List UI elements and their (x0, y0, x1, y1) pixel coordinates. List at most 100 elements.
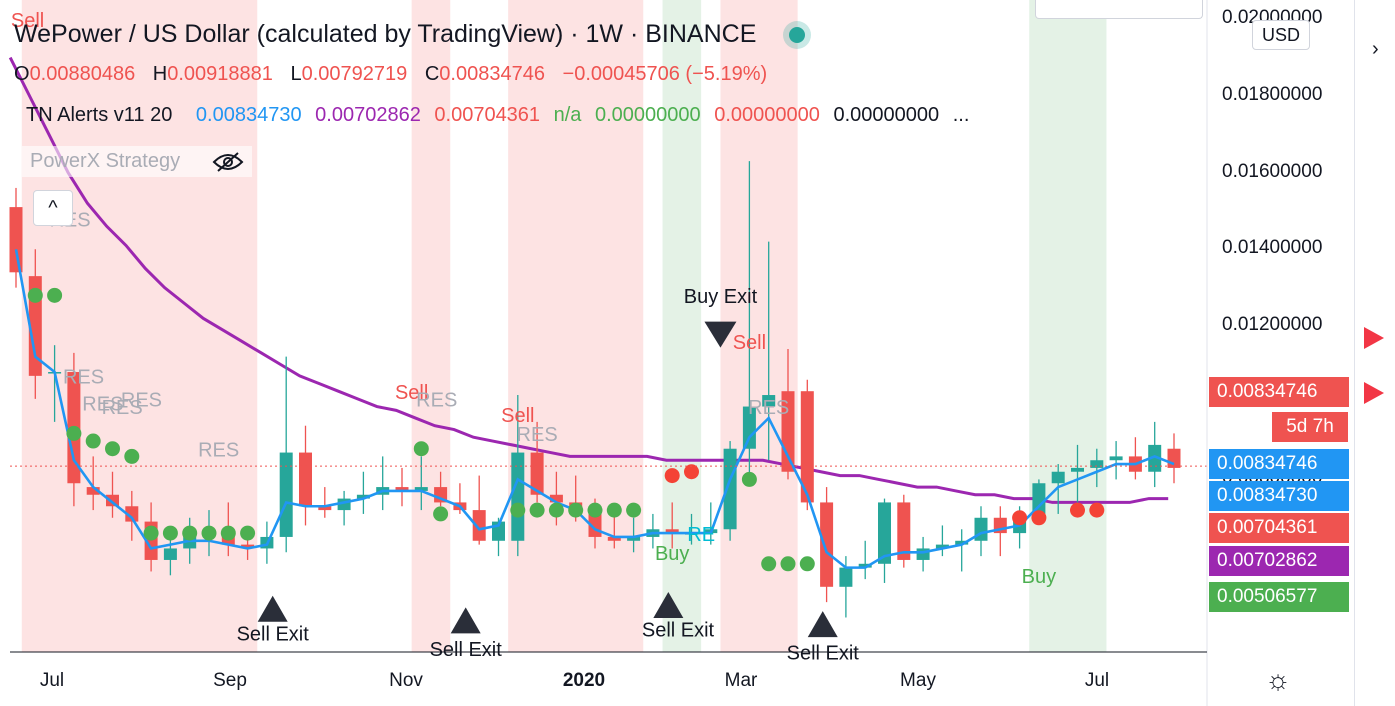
price-axis-label: 0.01600000 (1222, 160, 1323, 182)
candle-body (395, 487, 409, 491)
annotation-label: RES (121, 390, 162, 412)
annotation-label: RES (748, 397, 789, 419)
green-signal-dot (510, 502, 526, 518)
red-signal-dot (1070, 502, 1085, 518)
green-signal-dot (201, 525, 217, 541)
green-signal-dot (240, 525, 256, 541)
time-axis-label: Nov (389, 670, 423, 691)
up-triangle-marker (257, 595, 288, 622)
annotation-label: Sell (501, 405, 534, 427)
green-signal-dot (413, 441, 429, 457)
high-label: H (152, 63, 168, 85)
market-open-icon (789, 27, 806, 44)
up-triangle-marker (653, 591, 684, 618)
chevron-right-icon[interactable]: › (1372, 38, 1379, 60)
floating-toolbar[interactable] (1035, 0, 1203, 19)
candle-body (723, 448, 737, 530)
price-tag: 0.00702862 (1209, 546, 1349, 576)
candle-body (1167, 448, 1181, 468)
annotation-label: RES (198, 439, 239, 461)
price-tag: 0.00834746 (1209, 449, 1349, 479)
up-triangle-marker (450, 607, 481, 634)
signal-dots (27, 287, 1105, 572)
currency-button[interactable]: USD (1252, 20, 1310, 50)
green-signal-dot (220, 525, 236, 541)
annotation-label: RES (82, 393, 123, 415)
indicator-value-1: 0.00834730 (195, 104, 302, 126)
chevron-up-icon: ^ (48, 197, 58, 219)
close-label: C (424, 63, 440, 85)
candle-body (607, 536, 621, 541)
open-label: O (14, 63, 30, 85)
annotation-label: Buy (1022, 566, 1056, 588)
candle-body (1090, 460, 1104, 468)
red-signal-dot (1012, 510, 1028, 526)
green-signal-dot (85, 433, 101, 449)
ema-path (14, 249, 1175, 569)
candle-body (858, 563, 872, 568)
settings-icon[interactable]: ☼ (1265, 664, 1291, 695)
candle-body (299, 452, 312, 507)
alert-flag-icon[interactable] (1364, 327, 1384, 349)
red-signal-dot (664, 468, 680, 484)
green-signal-dot (761, 556, 777, 572)
time-axis-label: Jul (1084, 670, 1110, 691)
chart-title-row: WePower / US Dollar (calculated by Tradi… (14, 20, 806, 49)
candle-body (9, 207, 23, 273)
candle-body (800, 391, 814, 503)
time-axis-label: Sep (213, 670, 247, 691)
annotation-label: Sell Exit (430, 639, 503, 661)
right-sidebar (1354, 0, 1395, 706)
candle-body (878, 502, 891, 564)
indicator-value-3: 0.00704361 (434, 104, 541, 126)
candle-body (820, 502, 834, 587)
candle-body (279, 452, 293, 537)
annotation-label: Sell (11, 10, 44, 32)
candle-body (163, 548, 177, 560)
indicator-value-6: 0.00000000 (714, 104, 820, 126)
green-signal-dot (529, 502, 545, 518)
strategy-name: PowerX Strategy (30, 150, 181, 172)
candle-body (241, 544, 255, 549)
annotation-label: RES (102, 397, 143, 419)
candle-body (665, 529, 679, 534)
chart-title: WePower / US Dollar (calculated by Tradi… (14, 20, 757, 48)
green-signal-dot (162, 525, 178, 541)
candle-body (511, 452, 525, 541)
candle-body (106, 494, 119, 507)
strategy-row[interactable]: PowerX Strategy (22, 146, 252, 177)
candle-body (530, 452, 544, 495)
sell-zone (508, 0, 644, 652)
price-tag: 0.00704361 (1209, 513, 1349, 543)
red-signal-dot (684, 464, 699, 480)
change-value: −0.00045706 (−5.19%) (562, 63, 768, 85)
open-value: 0.00880486 (29, 63, 136, 85)
collapse-legend-button[interactable]: ^ (33, 190, 73, 226)
annotation-label: Sell Exit (787, 643, 860, 665)
green-signal-dot (182, 525, 198, 541)
candle-body (762, 395, 776, 407)
indicator-row[interactable]: TN Alerts v11 20 0.00834730 0.00702862 0… (14, 104, 969, 127)
candle-body (318, 506, 332, 511)
candle-body (742, 406, 756, 449)
time-axis-label: 2020 (562, 670, 606, 691)
indicator-value-7: 0.00000000 (833, 104, 940, 126)
low-label: L (290, 63, 302, 85)
candle-body (337, 498, 351, 511)
annotation-label: RES (63, 367, 104, 389)
indicator-more[interactable]: ... (952, 104, 970, 126)
eye-off-icon[interactable] (212, 151, 244, 173)
green-signal-dot (27, 287, 43, 303)
green-signal-dot (143, 525, 159, 541)
down-triangle-marker (704, 321, 737, 348)
indicator-value-5: 0.00000000 (595, 104, 701, 126)
annotations: SellRESRESRESRESRESRESSellRESSellRESBuyR… (11, 10, 1056, 665)
close-value: 0.00834746 (439, 63, 545, 85)
alert-flag-icon[interactable] (1364, 382, 1384, 404)
sell-zone (21, 0, 258, 652)
annotation-label: Buy (655, 543, 689, 565)
green-signal-dot (548, 502, 564, 518)
red-signal-dot (1031, 510, 1047, 526)
indicator-value-2: 0.00702862 (315, 104, 421, 126)
